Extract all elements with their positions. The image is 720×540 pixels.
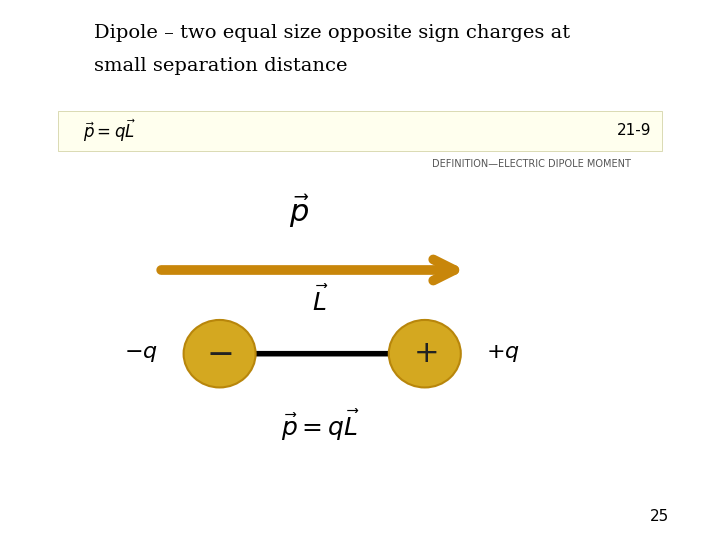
Ellipse shape <box>184 320 256 388</box>
Text: 25: 25 <box>650 509 670 524</box>
Text: $\vec{p} = q\vec{L}$: $\vec{p} = q\vec{L}$ <box>83 118 136 144</box>
FancyBboxPatch shape <box>58 111 662 151</box>
Ellipse shape <box>389 320 461 388</box>
Text: Dipole – two equal size opposite sign charges at: Dipole – two equal size opposite sign ch… <box>94 24 570 42</box>
Text: $\vec{L}$: $\vec{L}$ <box>312 286 329 316</box>
Text: $\vec{p} = q\vec{L}$: $\vec{p} = q\vec{L}$ <box>281 408 360 443</box>
Text: $-q$: $-q$ <box>125 343 158 364</box>
Text: $\vec{p}$: $\vec{p}$ <box>289 192 309 230</box>
Text: 21-9: 21-9 <box>617 124 652 138</box>
Text: $+$: $+$ <box>413 339 437 368</box>
Text: $+q$: $+q$ <box>486 343 520 364</box>
Text: small separation distance: small separation distance <box>94 57 347 75</box>
Text: DEFINITION—ELECTRIC DIPOLE MOMENT: DEFINITION—ELECTRIC DIPOLE MOMENT <box>432 159 631 170</box>
Text: $-$: $-$ <box>207 335 233 369</box>
